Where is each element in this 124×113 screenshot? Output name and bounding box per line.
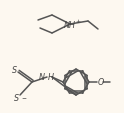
- Text: O: O: [97, 78, 104, 87]
- Text: −: −: [21, 95, 27, 100]
- Text: S: S: [12, 66, 18, 75]
- Text: NH: NH: [64, 20, 76, 29]
- Text: H: H: [48, 72, 54, 81]
- Text: N: N: [39, 72, 45, 81]
- Text: +: +: [75, 18, 81, 23]
- Text: S: S: [14, 94, 20, 103]
